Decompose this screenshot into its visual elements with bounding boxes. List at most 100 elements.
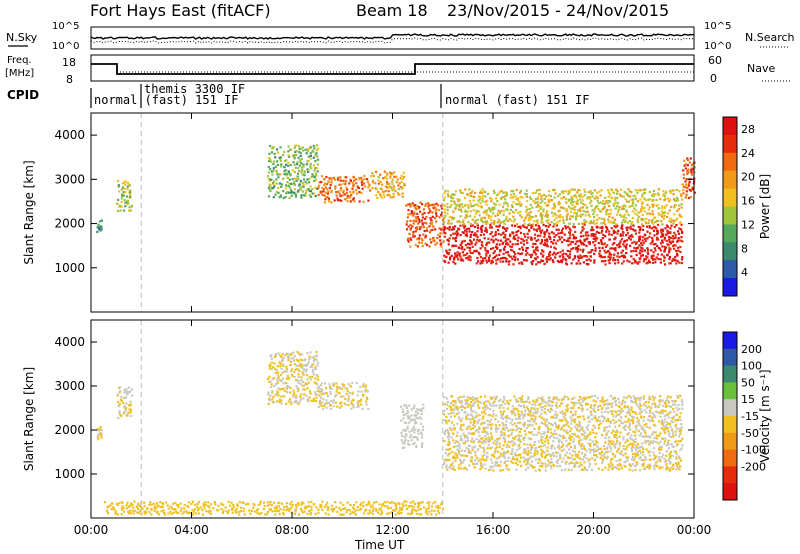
power-cell [400,180,403,183]
power-cell [495,254,498,257]
power-cell [452,197,455,200]
velocity-cell [443,402,446,405]
power-cell [480,217,483,220]
velocity-cell [619,431,622,434]
power-cell [286,181,289,184]
velocity-cell [580,397,583,400]
power-cell [443,235,446,238]
power-cell [500,196,503,199]
power-cell [643,249,646,252]
velocity-cell [611,443,614,446]
velocity-cell [287,385,290,388]
velocity-cell [193,503,197,506]
power-cell [535,246,538,249]
velocity-cell [420,445,423,448]
velocity-cell [634,401,637,404]
power-cell [473,250,476,253]
velocity-cell [336,405,339,408]
velocity-cell [634,454,638,458]
power-cell [481,197,484,200]
power-cell [659,258,662,261]
velocity-cell [336,385,339,388]
velocity-cell [649,411,652,414]
velocity-cell [404,438,407,441]
power-cell [652,199,655,202]
power-cell [631,210,634,213]
velocity-cell [406,427,409,430]
power-cell [473,204,476,207]
power-cell [285,172,288,175]
power-cell [479,234,482,237]
power-cell [600,240,603,244]
velocity-cell [146,507,149,510]
velocity-cell [310,365,313,368]
velocity-cell [518,436,521,439]
velocity-cell [498,424,501,427]
power-cell [424,203,428,206]
power-cell [430,221,433,224]
power-cell [675,204,678,207]
velocity-cell [599,400,602,403]
power-cell [623,254,626,257]
power-cell [419,210,422,213]
velocity-cell [305,364,308,368]
velocity-cell [342,384,346,387]
velocity-cell [400,434,404,437]
velocity-cell [524,468,528,471]
velocity-cell [496,437,499,441]
power-cell [557,195,560,198]
power-cell [295,179,298,182]
power-cell [629,225,632,228]
power-cell [473,221,476,224]
power-cell [607,255,610,258]
power-cell [272,169,275,172]
power-cell [665,233,668,236]
velocity-cell [560,449,563,452]
power-cell [619,234,622,237]
velocity-cell [518,446,522,449]
velocity-cell [644,441,647,444]
velocity-cell [522,423,525,426]
power-cell [634,232,637,235]
power-cell [539,234,542,237]
velocity-cell [669,469,672,472]
velocity-cell [308,396,311,399]
velocity-cell [536,410,539,413]
velocity-cell [659,411,663,414]
power-cell [295,149,298,153]
power-cell [308,181,311,184]
power-cell [598,252,601,255]
power-cell [493,207,496,210]
velocity-cell [586,428,589,431]
power-cell [446,193,449,196]
noise-sky-line [90,33,695,40]
power-cell [603,242,606,245]
velocity-cell [474,454,477,457]
velocity-cell [554,397,557,400]
power-cell [460,203,463,206]
velocity-cell [523,414,526,417]
power-cell [516,242,520,246]
velocity-cell [474,397,477,400]
velocity-cell [527,412,530,416]
velocity-cell [443,432,446,436]
velocity-cell [403,404,406,407]
velocity-cell [410,429,414,432]
power-cell [293,182,296,185]
velocity-cell [654,405,657,409]
velocity-cell [661,423,664,426]
power-cell [564,227,568,230]
velocity-cell [466,398,469,401]
velocity-cell [486,447,489,450]
power-cell [458,203,461,206]
velocity-cell [177,505,180,509]
velocity-cell [298,400,301,403]
velocity-cell [534,469,537,472]
power-cell [271,181,275,185]
power-colorbar-segment [723,260,737,279]
power-cell [662,233,665,236]
velocity-cell [550,447,553,450]
power-cell [469,251,472,254]
power-cell [386,180,389,184]
velocity-cell [665,468,668,471]
